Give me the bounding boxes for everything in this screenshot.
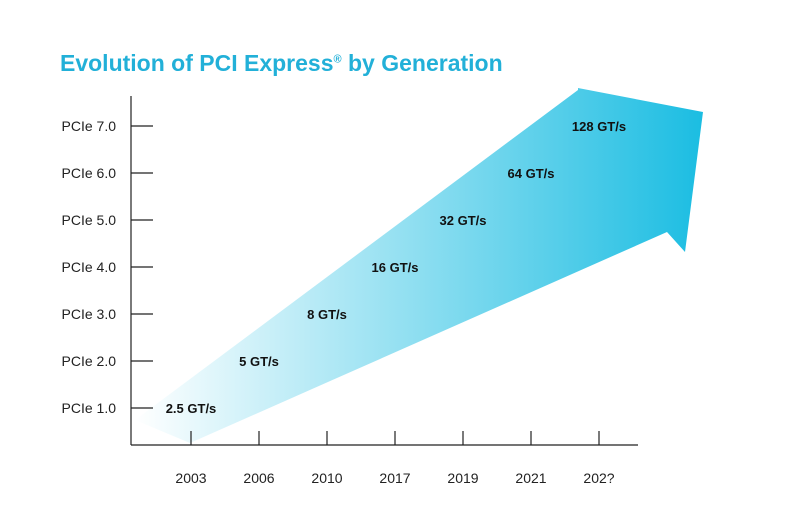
- registered-mark: ®: [333, 53, 342, 66]
- data-label: 8 GT/s: [307, 307, 347, 322]
- data-label: 5 GT/s: [239, 354, 279, 369]
- y-tick-label: PCIe 4.0: [62, 259, 117, 275]
- data-labels: 2.5 GT/s 5 GT/s 8 GT/s 16 GT/s 32 GT/s 64 GT/…: [166, 119, 626, 416]
- data-label: 64 GT/s: [508, 166, 555, 181]
- x-tick-label: 202?: [583, 470, 614, 486]
- x-tick-label: 2006: [243, 470, 274, 486]
- data-label: 2.5 GT/s: [166, 401, 217, 416]
- chart-title-suffix: by Generation: [348, 50, 503, 76]
- growth-arrow: [135, 88, 703, 443]
- y-tick-label: PCIe 2.0: [62, 353, 117, 369]
- x-tick-label: 2017: [379, 470, 410, 486]
- data-label: 32 GT/s: [440, 213, 487, 228]
- y-tick-label: PCIe 5.0: [62, 212, 117, 228]
- y-tick-label: PCIe 3.0: [62, 306, 117, 322]
- y-axis-ticks: PCIe 1.0 PCIe 2.0 PCIe 3.0 PCIe 4.0 PCIe 5.0…: [62, 118, 153, 416]
- data-label: 16 GT/s: [372, 260, 419, 275]
- y-tick-label: PCIe 1.0: [62, 400, 117, 416]
- x-tick-label: 2010: [311, 470, 342, 486]
- y-tick-label: PCIe 6.0: [62, 165, 117, 181]
- x-tick-label: 2003: [175, 470, 206, 486]
- x-tick-label: 2019: [447, 470, 478, 486]
- chart-title-text: Evolution of PCI Express: [60, 50, 334, 76]
- data-label: 128 GT/s: [572, 119, 626, 134]
- x-tick-label: 2021: [515, 470, 546, 486]
- y-tick-label: PCIe 7.0: [62, 118, 117, 134]
- x-axis-ticks: 2003 2006 2010 2017 2019 2021 202?: [175, 431, 615, 486]
- chart-title: Evolution of PCI Express® by Generation: [60, 50, 503, 77]
